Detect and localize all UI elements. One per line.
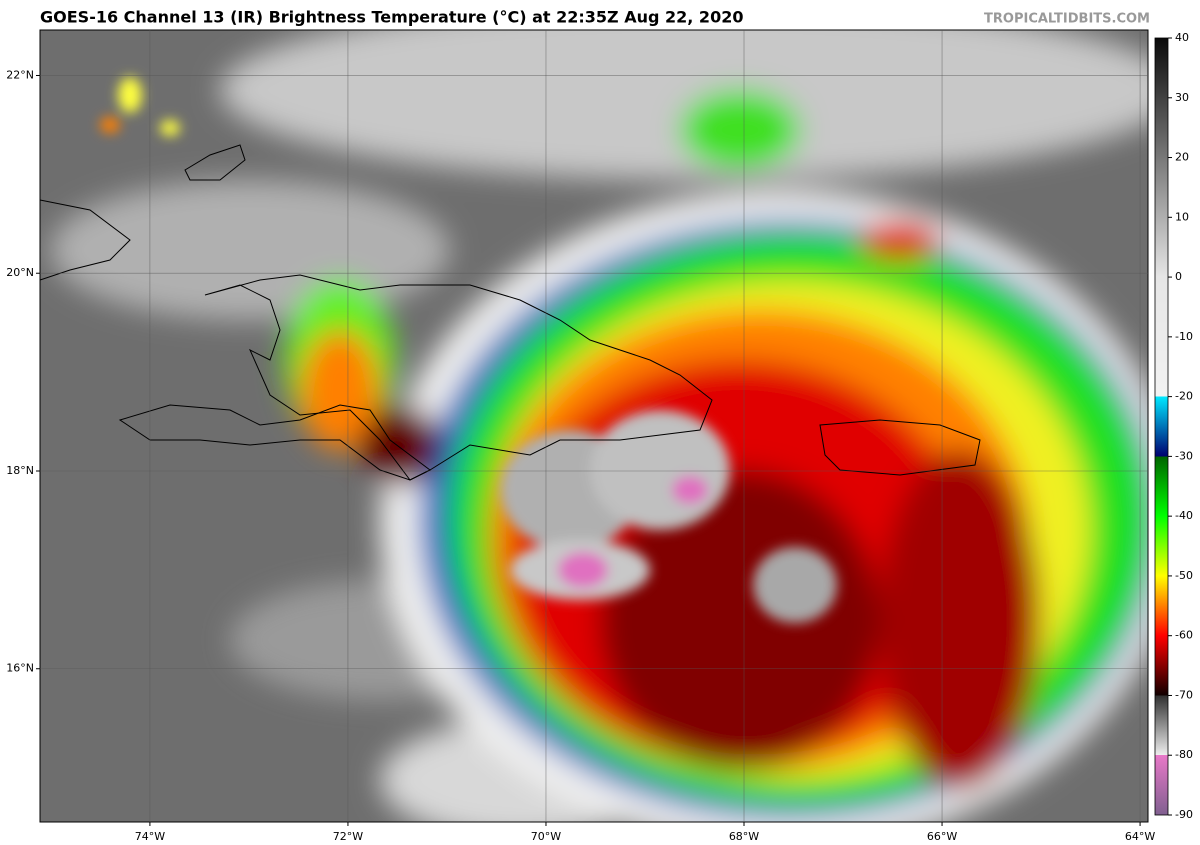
colorbar-label: -70: [1175, 688, 1193, 701]
lat-label: 16°N: [6, 662, 34, 675]
imagery: [40, 30, 1148, 822]
lon-label: 74°W: [135, 830, 165, 843]
lon-label: 68°W: [729, 830, 759, 843]
colorbar-label: -90: [1175, 808, 1193, 821]
colorbar-label: -20: [1175, 390, 1193, 403]
colorbar-label: 30: [1175, 91, 1189, 104]
colorbar-label: -30: [1175, 449, 1193, 462]
colorbar: [1154, 37, 1169, 816]
lon-label: 64°W: [1125, 830, 1155, 843]
map-frame: [39, 29, 1149, 823]
lon-label: 70°W: [531, 830, 561, 843]
lat-label: 22°N: [6, 68, 34, 81]
colorbar-label: -10: [1175, 330, 1193, 343]
source: TROPICALTIDBITS.COM: [984, 12, 1150, 27]
colorbar-label: 10: [1175, 210, 1189, 223]
lat-label: 18°N: [6, 464, 34, 477]
colorbar-label: -50: [1175, 569, 1193, 582]
title: GOES-16 Channel 13 (IR) Brightness Tempe…: [40, 8, 743, 27]
colorbar-label: 0: [1175, 270, 1182, 283]
lon-label: 72°W: [333, 830, 363, 843]
colorbar-label: -40: [1175, 509, 1193, 522]
colorbar-label: -80: [1175, 748, 1193, 761]
colorbar-label: -60: [1175, 629, 1193, 642]
colorbar-label: 20: [1175, 151, 1189, 164]
lon-label: 66°W: [927, 830, 957, 843]
coastlines: [40, 144, 981, 481]
colorbar-label: 40: [1175, 31, 1189, 44]
lat-label: 20°N: [6, 266, 34, 279]
